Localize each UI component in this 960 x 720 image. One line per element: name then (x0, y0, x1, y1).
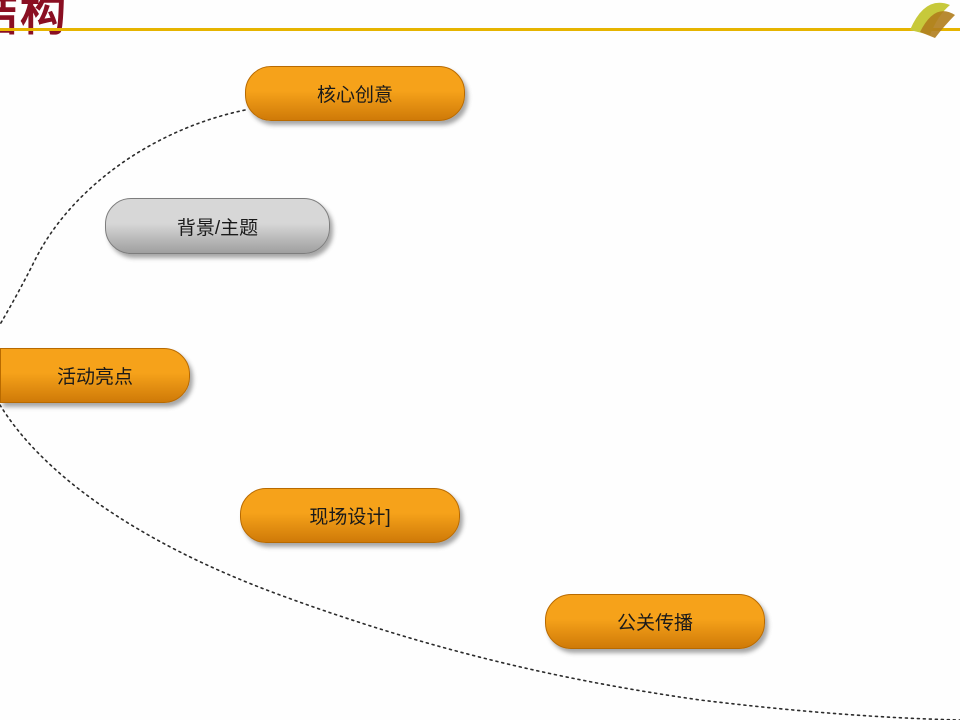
node-label: 现场设计] (309, 502, 390, 529)
node-core-creativity: 核心创意 (245, 66, 465, 121)
page-title: 结构 (0, 0, 68, 44)
node-background-theme: 背景/主题 (105, 198, 330, 254)
node-label: 公关传播 (617, 608, 693, 635)
node-label: 背景/主题 (177, 213, 258, 240)
node-onsite-design: 现场设计] (240, 488, 460, 543)
node-pr-communication: 公关传播 (545, 594, 765, 649)
node-event-highlights: 活动亮点 (0, 348, 190, 403)
corner-ornament (900, 0, 960, 40)
diagram-stage: 结构 核心创意背景/主题活动亮点现场设计] 公关传播 (0, 0, 960, 720)
title-underline (0, 28, 960, 31)
node-label: 活动亮点 (57, 362, 133, 389)
node-label: 核心创意 (317, 80, 393, 107)
